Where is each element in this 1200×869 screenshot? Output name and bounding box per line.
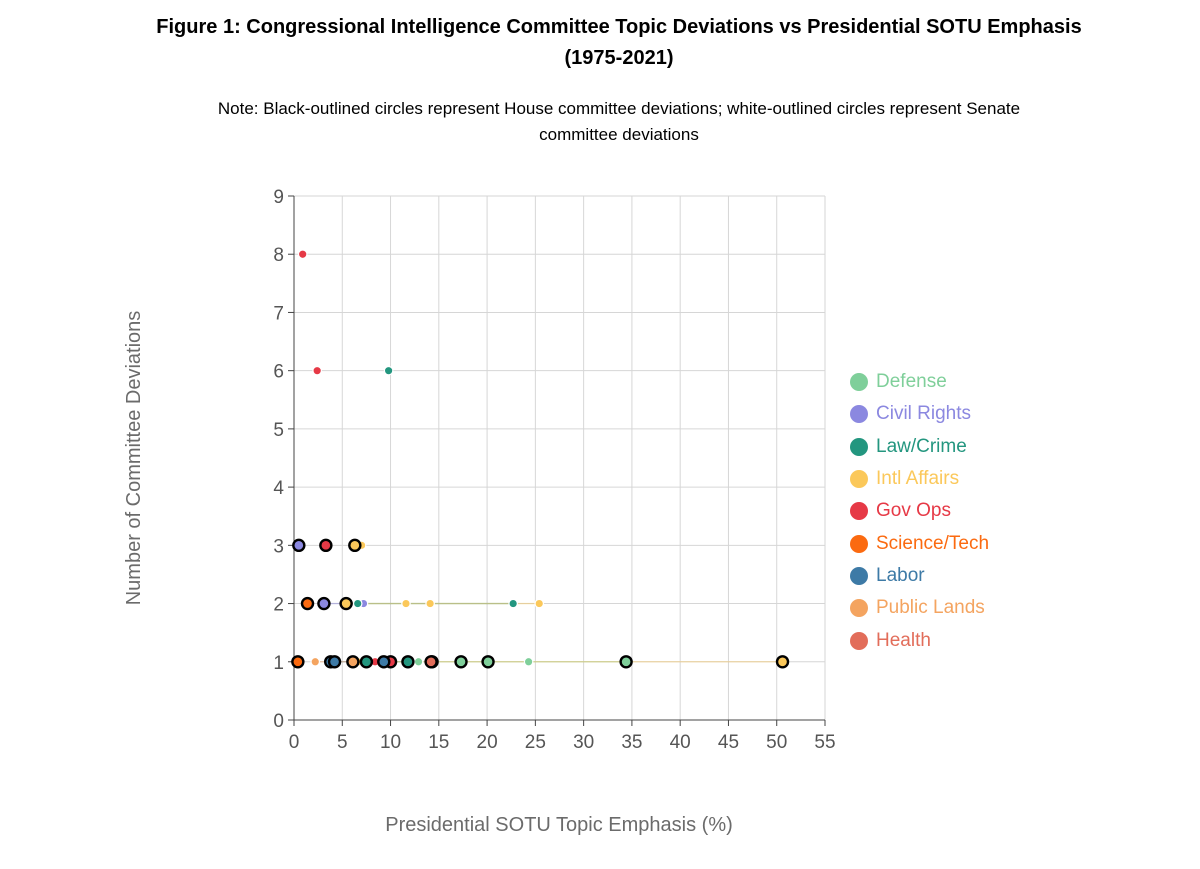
x-tick-label: 35 bbox=[621, 732, 642, 753]
legend-item[interactable]: Public Lands bbox=[850, 592, 989, 624]
data-point[interactable] bbox=[300, 596, 315, 611]
legend-swatch bbox=[850, 437, 868, 456]
legend-swatch bbox=[850, 631, 868, 650]
y-tick-label: 1 bbox=[273, 653, 284, 674]
data-point[interactable] bbox=[359, 655, 374, 669]
legend-swatch bbox=[850, 566, 868, 585]
y-tick-label: 8 bbox=[273, 245, 284, 266]
data-point[interactable] bbox=[619, 655, 633, 669]
data-point[interactable] bbox=[775, 655, 790, 669]
data-point[interactable] bbox=[352, 598, 363, 609]
legend-swatch bbox=[850, 470, 868, 489]
legend-label: Gov Ops bbox=[876, 500, 951, 522]
chart-title-line-2: (1975-2021) bbox=[564, 47, 674, 69]
legend-item[interactable]: Science/Tech bbox=[850, 527, 989, 559]
legend-item[interactable]: Intl Affairs bbox=[850, 463, 989, 495]
chart-title: Figure 1: Congressional Intelligence Com… bbox=[0, 12, 1200, 74]
data-point[interactable] bbox=[319, 538, 333, 553]
legend-swatch bbox=[850, 405, 868, 424]
data-point[interactable] bbox=[312, 365, 322, 376]
x-tick-label: 20 bbox=[477, 732, 498, 753]
legend-swatch bbox=[850, 373, 868, 392]
data-point[interactable] bbox=[339, 596, 353, 611]
data-point[interactable] bbox=[425, 598, 435, 609]
data-point[interactable] bbox=[310, 656, 321, 667]
chart-note-line-2: committee deviations bbox=[539, 125, 699, 144]
legend-item[interactable]: Law/Crime bbox=[850, 431, 989, 463]
y-tick-label: 4 bbox=[273, 478, 284, 499]
data-point[interactable] bbox=[454, 655, 468, 669]
data-point[interactable] bbox=[291, 655, 305, 669]
legend-label: Intl Affairs bbox=[876, 468, 960, 490]
legend-swatch bbox=[850, 599, 868, 618]
data-point[interactable] bbox=[424, 655, 438, 669]
legend-label: Civil Rights bbox=[876, 403, 972, 425]
x-tick-label: 55 bbox=[814, 732, 835, 753]
legend-item[interactable]: Health bbox=[850, 624, 989, 656]
x-tick-label: 45 bbox=[718, 732, 739, 753]
legend-swatch bbox=[850, 534, 868, 553]
data-point[interactable] bbox=[523, 656, 534, 667]
data-point[interactable] bbox=[346, 655, 360, 669]
legend-label: Labor bbox=[876, 564, 925, 586]
y-tick-label: 0 bbox=[273, 711, 284, 732]
y-tick-label: 6 bbox=[273, 362, 284, 383]
y-tick-label: 7 bbox=[273, 303, 284, 324]
legend-label: Health bbox=[876, 629, 931, 651]
data-point[interactable] bbox=[413, 656, 424, 667]
legend-label: Defense bbox=[876, 371, 947, 393]
data-point[interactable] bbox=[348, 538, 362, 553]
x-tick-label: 30 bbox=[573, 732, 594, 753]
x-tick-label: 15 bbox=[428, 732, 449, 753]
grid bbox=[293, 195, 826, 721]
data-point[interactable] bbox=[383, 365, 394, 376]
legend-label: Law/Crime bbox=[876, 435, 967, 457]
chart-title-line-1: Figure 1: Congressional Intelligence Com… bbox=[156, 16, 1082, 38]
data-point[interactable] bbox=[317, 596, 331, 611]
y-tick-label: 5 bbox=[273, 420, 284, 441]
data-point[interactable] bbox=[534, 598, 545, 609]
x-tick-label: 10 bbox=[380, 732, 401, 753]
legend-label: Science/Tech bbox=[876, 532, 990, 554]
x-tick-label: 50 bbox=[766, 732, 787, 753]
legend-item[interactable]: Labor bbox=[850, 560, 989, 592]
data-points bbox=[291, 249, 790, 669]
x-tick-label: 40 bbox=[670, 732, 691, 753]
chart-note-line-1: Note: Black-outlined circles represent H… bbox=[217, 99, 1021, 118]
data-point[interactable] bbox=[401, 598, 411, 609]
x-tick-label: 25 bbox=[525, 732, 546, 753]
data-point[interactable] bbox=[401, 655, 415, 669]
legend-item[interactable]: Defense bbox=[850, 366, 989, 398]
x-tick-label: 5 bbox=[337, 732, 348, 753]
data-point[interactable] bbox=[481, 655, 495, 669]
data-point[interactable] bbox=[297, 249, 308, 260]
legend-item[interactable]: Civil Rights bbox=[850, 398, 989, 430]
data-point[interactable] bbox=[292, 538, 306, 553]
data-point[interactable] bbox=[508, 598, 518, 609]
legend-swatch bbox=[850, 502, 868, 521]
data-point[interactable] bbox=[377, 655, 391, 669]
data-point[interactable] bbox=[327, 655, 342, 669]
chart-note: Note: Black-outlined circles represent H… bbox=[140, 96, 1098, 148]
x-axis-label: Presidential SOTU Topic Emphasis (%) bbox=[385, 814, 733, 836]
y-tick-label: 2 bbox=[273, 595, 284, 616]
y-tick-label: 9 bbox=[273, 187, 284, 208]
legend-item[interactable]: Gov Ops bbox=[850, 495, 989, 527]
y-tick-label: 3 bbox=[273, 536, 284, 557]
legend: Defense Civil Rights Law/Crime Intl Affairs… bbox=[850, 366, 989, 657]
y-axis-label: Number of Committee Deviations bbox=[123, 311, 145, 606]
x-tick-label: 0 bbox=[289, 732, 300, 753]
legend-label: Public Lands bbox=[876, 597, 985, 619]
